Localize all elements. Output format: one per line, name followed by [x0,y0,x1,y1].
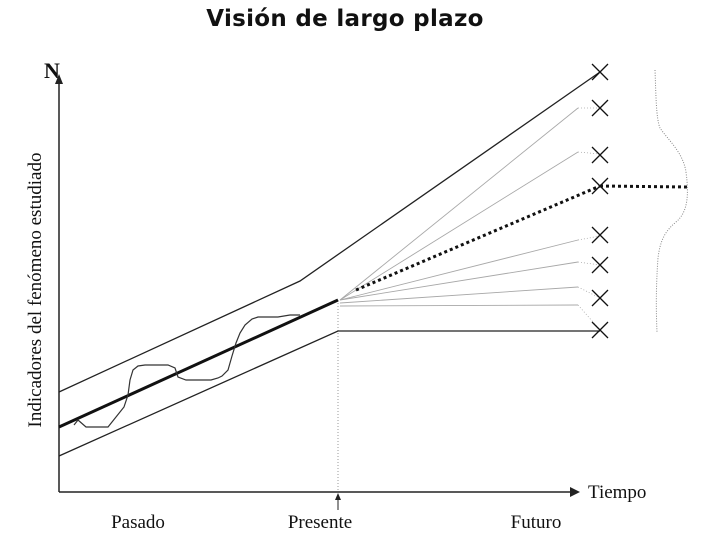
slide-title: Visión de largo plazo [206,6,484,32]
present-tick-arrowhead [335,493,341,500]
most-likely-scenario-line [355,184,601,292]
scenario-line [339,239,579,301]
y-axis-arrowhead [55,74,63,84]
scenario-marker [591,63,609,81]
probability-distribution-curve [654,69,688,333]
x-axis-label: Tiempo [588,482,646,503]
lower-envelope-line [58,330,600,457]
scenario-marker [591,146,609,164]
scenario-marker [591,99,609,117]
scenario-marker [591,226,609,244]
observed-data-curve [73,314,300,428]
upper-envelope-line [58,71,601,393]
scenario-line [339,107,579,301]
label-future: Futuro [511,512,562,533]
scenario-extension [577,235,601,241]
y-axis-label: Indicadores del fenómeno estudiado [25,153,46,428]
scenario-extension [577,286,601,299]
y-axis-letter: N [44,58,60,83]
scenario-line [339,151,579,301]
x-axis-arrowhead [570,487,580,497]
scenario-extension [577,151,601,155]
scenario-line [339,286,579,304]
scenario-extension [577,261,601,266]
label-present: Presente [288,512,352,533]
scenario-line [339,261,579,301]
label-past: Pasado [111,512,165,533]
scenario-markers [591,63,609,339]
scenario-marker [591,177,609,195]
scenario-line [339,304,579,307]
scenario-marker [591,289,609,307]
historical-trend-line [58,298,339,429]
scenario-marker [591,321,609,339]
most-likely-projection-line [599,184,688,189]
scenario-marker [591,256,609,274]
